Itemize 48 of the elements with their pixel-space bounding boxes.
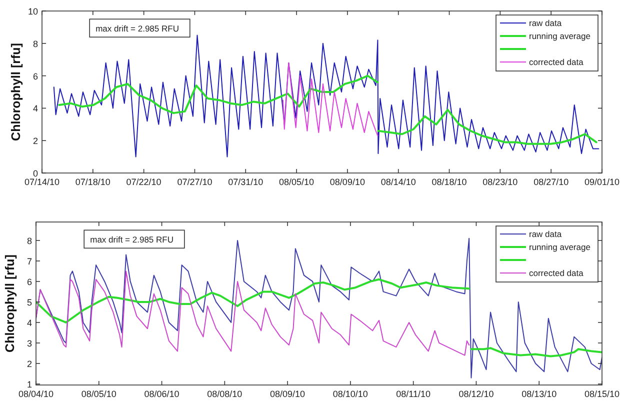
legend-label: running average bbox=[529, 31, 591, 41]
x-tick-label: 07/31/10 bbox=[228, 177, 264, 187]
y-axis-title: Chlorophyll [rfu] bbox=[9, 43, 23, 141]
x-tick-label: 07/22/10 bbox=[126, 177, 162, 187]
x-tick-label: 08/10/10 bbox=[332, 389, 368, 399]
x-tick-label: 08/09/10 bbox=[330, 177, 365, 187]
y-tick-label: 4 bbox=[32, 104, 38, 114]
y-tick-label: 2 bbox=[26, 358, 32, 369]
x-tick-label: 08/18/10 bbox=[432, 177, 467, 187]
legend-label: running average bbox=[529, 242, 591, 252]
x-tick-label: 08/27/10 bbox=[534, 177, 569, 187]
x-tick-label: 08/08/10 bbox=[207, 389, 242, 399]
line-series bbox=[377, 108, 598, 145]
y-tick-label: 6 bbox=[32, 71, 38, 82]
y-tick-label: 10 bbox=[28, 6, 38, 16]
line-series bbox=[58, 74, 379, 114]
x-tick-label: 08/05/10 bbox=[81, 389, 116, 399]
legend-label: raw data bbox=[529, 18, 562, 28]
x-tick-label: 08/04/10 bbox=[18, 389, 54, 399]
x-tick-label: 08/15/10 bbox=[584, 389, 620, 399]
x-tick-label: 08/13/10 bbox=[522, 389, 557, 399]
x-tick-label: 08/12/10 bbox=[458, 389, 494, 399]
y-axis-title: Chlorophyll [rfu] bbox=[3, 254, 17, 352]
x-tick-label: 08/06/10 bbox=[144, 389, 180, 399]
x-tick-label: 08/14/10 bbox=[380, 177, 416, 187]
x-tick-label: 08/09/10 bbox=[270, 389, 306, 399]
y-tick-label: 2 bbox=[32, 136, 38, 146]
annotation: max drift = 2.985 RFU bbox=[96, 24, 179, 34]
y-tick-label: 0 bbox=[32, 168, 38, 178]
x-tick-label: 07/27/10 bbox=[177, 177, 212, 187]
x-tick-label: 08/23/10 bbox=[482, 177, 518, 187]
y-tick-label: 3 bbox=[26, 338, 32, 348]
y-tick-label: 6 bbox=[26, 276, 32, 287]
y-tick-label: 8 bbox=[26, 236, 32, 246]
y-tick-label: 4 bbox=[26, 318, 32, 328]
y-tick-label: 8 bbox=[32, 38, 38, 49]
annotation: max drift = 2.985 RFU bbox=[90, 234, 174, 245]
x-tick-label: 07/18/10 bbox=[75, 177, 110, 187]
y-tick-label: 5 bbox=[26, 297, 32, 308]
x-tick-label: 08/11/10 bbox=[396, 389, 431, 399]
y-tick-label: 1 bbox=[26, 379, 32, 390]
legend-label: raw data bbox=[529, 229, 562, 239]
x-tick-label: 09/01/10 bbox=[584, 177, 620, 187]
x-tick-label: 08/05/10 bbox=[279, 177, 314, 187]
legend-label: corrected data bbox=[529, 268, 584, 278]
x-tick-label: 07/14/10 bbox=[24, 177, 60, 187]
y-tick-label: 7 bbox=[26, 256, 32, 266]
legend-label: corrected data bbox=[529, 57, 584, 67]
